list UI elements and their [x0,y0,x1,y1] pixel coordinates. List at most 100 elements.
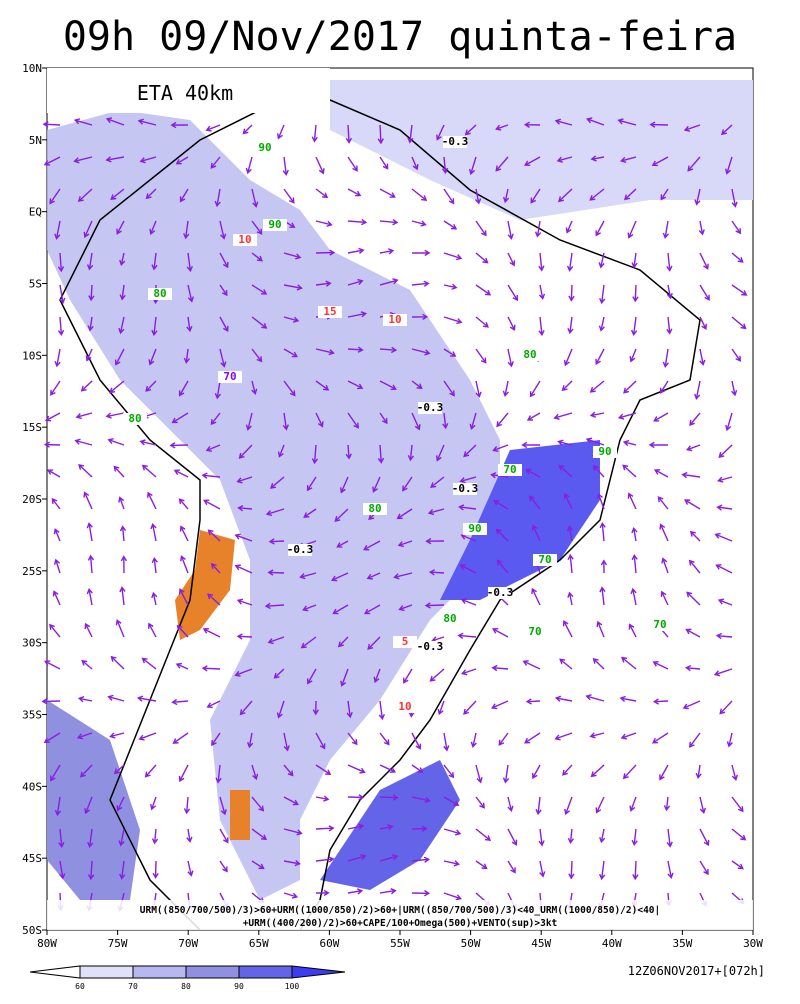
wind-arrow [206,700,221,709]
wind-arrow [525,468,541,478]
wind-arrow [312,700,319,716]
wind-arrow [234,668,253,677]
wind-arrow [315,732,326,750]
wind-arrow [187,284,195,303]
wind-arrow [105,117,125,126]
wind-arrow [596,620,605,638]
wind-arrow [315,795,330,802]
wind-arrow [624,188,637,201]
wind-arrow [378,700,385,721]
colorbar-label: 60 [75,982,85,991]
wind-arrow [441,156,449,175]
wind-arrow [493,500,509,510]
wind-arrow [437,700,445,716]
wind-arrow [460,668,477,676]
map: ETA 40km 90 90 80 80 70 10 15 10 -0.3 -0.3 -0.3 -0.… [41,67,754,931]
wind-arrow [507,220,514,240]
wind-arrow [315,889,330,897]
wind-arrow [398,604,413,612]
wind-arrow [51,497,61,510]
wind-arrow [443,380,455,397]
wind-arrow [659,380,669,394]
wind-arrow [731,860,744,870]
wind-arrow [169,442,189,449]
wind-arrow [73,118,93,126]
wind-arrow [74,438,93,446]
lat-label: 30S [22,637,42,650]
contour-label: 70 [538,553,551,566]
lon-label: 50W [461,937,481,950]
wind-arrow [411,380,423,390]
contour-label: -0.3 [417,640,444,653]
wind-arrow [558,188,573,203]
wind-arrow [50,764,61,782]
lon-label: 30W [743,937,763,950]
title: 09h 09/Nov/2017 quinta-feira [63,14,737,60]
wind-arrow [443,220,458,230]
wind-arrow [214,380,222,400]
wind-arrow [475,316,489,328]
wind-arrow [85,348,93,362]
wind-arrow [283,380,296,397]
wind-arrow [562,764,573,776]
wind-arrow [682,700,701,710]
wind-arrow [659,523,669,542]
wind-arrow [379,764,397,774]
wind-arrow [425,537,445,545]
contour-label: 70 [653,618,666,631]
wind-arrow [724,156,733,175]
wind-arrow [524,732,541,744]
wind-arrow [475,220,487,237]
wind-arrow [411,280,430,287]
wind-arrow [120,555,128,574]
wind-arrow [219,860,228,873]
wind-arrow [496,412,509,428]
wind-arrow [86,522,93,542]
wind-arrow [364,604,381,615]
wind-arrow [589,380,605,393]
wind-arrow [242,124,253,135]
wind-arrow [49,623,61,638]
wind-arrow [151,556,158,574]
label-bg [393,636,417,648]
wind-arrow [42,121,61,128]
wind-arrow [78,463,93,478]
wind-arrow [554,118,573,126]
wind-arrow [495,528,509,542]
wind-arrow [175,662,189,670]
wind-arrow [648,441,669,449]
wind-arrow [684,664,701,672]
wind-arrow [535,796,542,816]
wind-arrow [563,492,573,510]
colorbar: 60 70 80 90 100 [29,965,346,991]
wind-arrow [251,188,259,208]
humidity-area [47,110,500,900]
lon-label: 75W [108,937,128,950]
wind-arrow [201,472,221,479]
wind-arrow [526,412,541,421]
wind-arrow [443,252,463,261]
wind-arrow [653,469,669,478]
colorbar-label: 80 [181,982,191,991]
label-bg [498,464,522,476]
wind-arrow [44,660,61,670]
wind-arrow [340,668,349,687]
wind-arrow [631,526,638,542]
wind-arrow [207,593,221,606]
wind-arrow [377,124,384,145]
wind-arrow [443,732,450,752]
wind-arrow [283,316,300,323]
wind-arrow [53,528,61,542]
wind-arrow [43,156,61,166]
wind-arrow [76,732,93,740]
wind-arrow [411,156,419,171]
wind-arrow [427,508,445,516]
wind-arrow [283,796,299,806]
wind-arrow [627,220,637,239]
wind-arrow [564,796,573,816]
wind-arrow [43,441,61,448]
wind-arrow [148,348,157,366]
wind-arrow [183,796,191,815]
wind-arrow [507,348,514,368]
